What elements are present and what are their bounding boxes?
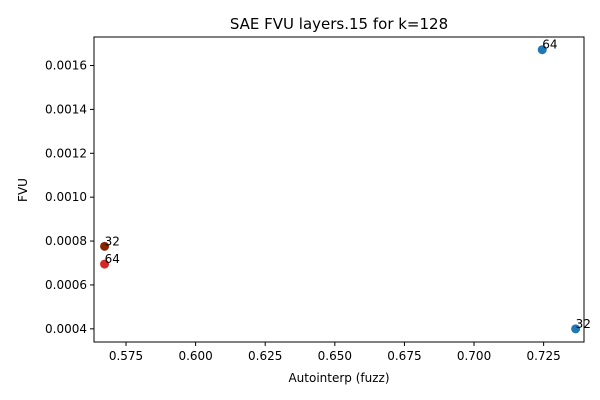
scatter-point	[571, 324, 581, 334]
x-tick-label: 0.650	[318, 349, 352, 363]
point-label: 32	[105, 234, 120, 248]
y-tick-label: 0.0004	[45, 322, 87, 336]
y-tick-label: 0.0016	[45, 59, 87, 73]
y-axis: 0.0004 0.0006 0.0008 0.0010 0.0012 0.0014 0.00…	[45, 59, 94, 336]
x-tick-label: 0.700	[457, 349, 491, 363]
point-label: 64	[105, 252, 120, 266]
x-tick-label: 0.575	[109, 349, 143, 363]
scatter-point	[100, 241, 110, 251]
chart-title: SAE FVU layers.15 for k=128	[230, 15, 448, 33]
x-tick-label: 0.725	[526, 349, 560, 363]
x-tick-label: 0.675	[387, 349, 421, 363]
y-axis-label: FVU	[16, 178, 30, 202]
scatter-point	[537, 45, 547, 55]
point-label: 64	[542, 38, 557, 52]
x-tick-label: 0.625	[248, 349, 282, 363]
x-tick-label: 0.600	[178, 349, 212, 363]
y-tick-label: 0.0012	[45, 146, 87, 160]
x-axis: 0.575 0.600 0.625 0.650 0.675 0.700 0.725	[109, 342, 561, 363]
y-tick-label: 0.0010	[45, 190, 87, 204]
point-label: 32	[576, 317, 591, 331]
data-points: 64 32 32 64	[100, 38, 591, 334]
y-tick-label: 0.0008	[45, 234, 87, 248]
scatter-point	[100, 259, 110, 269]
plot-frame	[93, 36, 585, 343]
y-tick-label: 0.0014	[45, 102, 87, 116]
y-tick-label: 0.0006	[45, 278, 87, 292]
x-axis-label: Autointerp (fuzz)	[288, 371, 389, 385]
